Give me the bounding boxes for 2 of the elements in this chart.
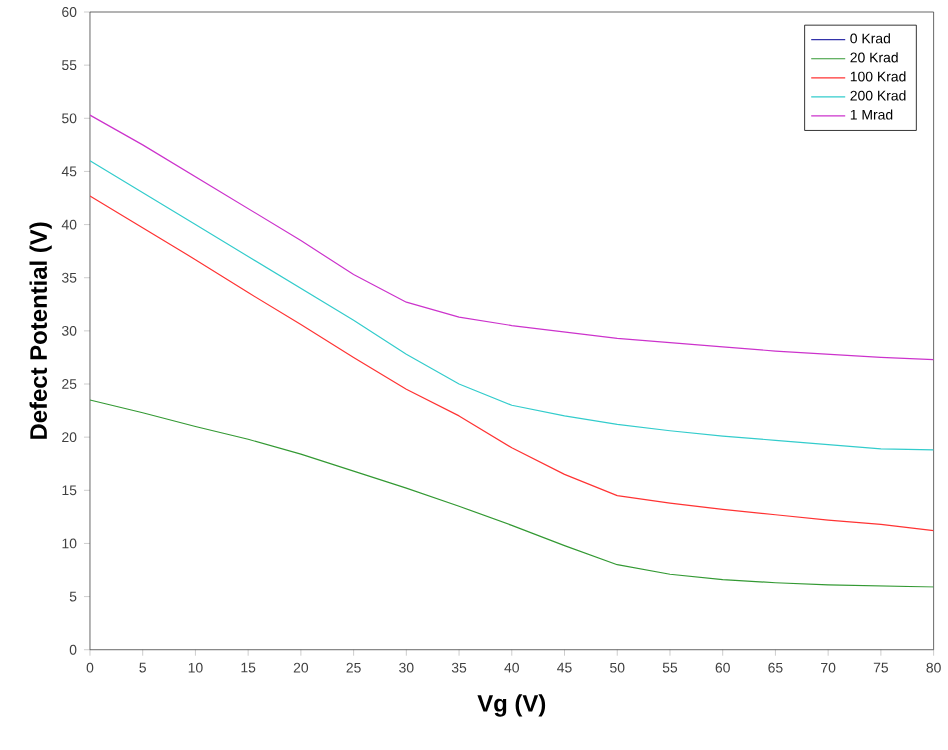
x-axis-title: Vg (V)	[477, 694, 546, 717]
y-axis-title: Defect Potential (V)	[29, 222, 52, 439]
